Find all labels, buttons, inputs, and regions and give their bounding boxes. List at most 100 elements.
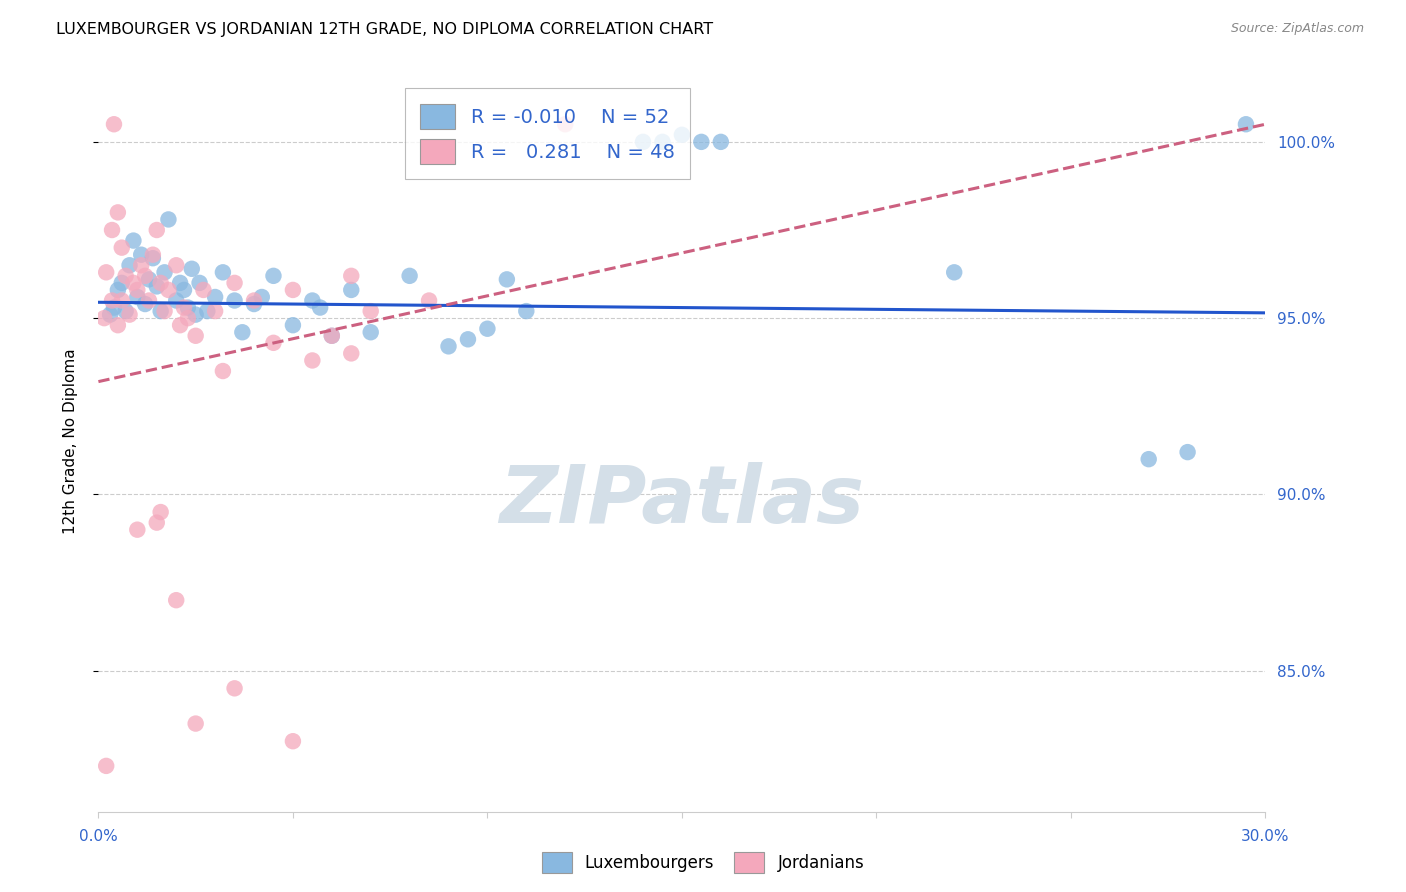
- Point: [224, 293, 246, 308]
- Point: [193, 283, 215, 297]
- Point: [204, 304, 226, 318]
- Point: [134, 297, 156, 311]
- Point: [184, 328, 207, 343]
- Legend: Luxembourgers, Jordanians: Luxembourgers, Jordanians: [534, 846, 872, 880]
- Point: [118, 258, 141, 272]
- Point: [418, 293, 440, 308]
- Point: [169, 276, 191, 290]
- Point: [180, 261, 202, 276]
- Point: [111, 241, 134, 255]
- Point: [301, 353, 323, 368]
- Point: [122, 234, 145, 248]
- Point: [177, 311, 200, 326]
- Point: [515, 304, 537, 318]
- Point: [250, 290, 273, 304]
- Point: [165, 258, 187, 272]
- Point: [437, 339, 460, 353]
- Point: [177, 301, 200, 315]
- Point: [262, 268, 284, 283]
- Point: [103, 117, 125, 131]
- Point: [710, 135, 733, 149]
- Point: [107, 205, 129, 219]
- Point: [165, 593, 187, 607]
- Point: [212, 364, 235, 378]
- Point: [111, 276, 134, 290]
- Point: [153, 304, 176, 318]
- Point: [122, 276, 145, 290]
- Point: [103, 301, 125, 315]
- Point: [142, 251, 165, 265]
- Point: [165, 293, 187, 308]
- Point: [281, 283, 304, 297]
- Legend: R = -0.010    N = 52, R =   0.281    N = 48: R = -0.010 N = 52, R = 0.281 N = 48: [405, 88, 690, 179]
- Point: [231, 325, 253, 339]
- Point: [1137, 452, 1160, 467]
- Point: [142, 248, 165, 262]
- Point: [301, 293, 323, 308]
- Point: [651, 135, 673, 149]
- Point: [340, 283, 363, 297]
- Point: [107, 318, 129, 333]
- Point: [631, 135, 654, 149]
- Point: [457, 332, 479, 346]
- Point: [690, 135, 713, 149]
- Point: [107, 283, 129, 297]
- Point: [96, 265, 118, 279]
- Text: 30.0%: 30.0%: [1241, 830, 1289, 845]
- Point: [98, 308, 121, 322]
- Text: ZIPatlas: ZIPatlas: [499, 462, 865, 540]
- Point: [96, 759, 118, 773]
- Point: [243, 293, 266, 308]
- Point: [398, 268, 420, 283]
- Point: [173, 301, 195, 315]
- Point: [184, 308, 207, 322]
- Point: [114, 304, 136, 318]
- Point: [212, 265, 235, 279]
- Point: [153, 265, 176, 279]
- Point: [195, 304, 218, 318]
- Point: [340, 346, 363, 360]
- Point: [360, 325, 382, 339]
- Point: [138, 272, 160, 286]
- Point: [127, 523, 149, 537]
- Point: [169, 318, 191, 333]
- Point: [101, 223, 124, 237]
- Point: [149, 505, 172, 519]
- Point: [321, 328, 343, 343]
- Point: [127, 283, 149, 297]
- Point: [129, 248, 152, 262]
- Point: [118, 308, 141, 322]
- Point: [477, 322, 499, 336]
- Point: [188, 276, 211, 290]
- Point: [173, 283, 195, 297]
- Point: [554, 117, 576, 131]
- Point: [157, 212, 180, 227]
- Point: [93, 311, 115, 326]
- Point: [129, 258, 152, 272]
- Point: [146, 279, 169, 293]
- Point: [127, 290, 149, 304]
- Point: [360, 304, 382, 318]
- Point: [309, 301, 332, 315]
- Point: [1177, 445, 1199, 459]
- Point: [184, 716, 207, 731]
- Point: [321, 328, 343, 343]
- Point: [1234, 117, 1257, 131]
- Point: [146, 223, 169, 237]
- Y-axis label: 12th Grade, No Diploma: 12th Grade, No Diploma: [63, 349, 77, 534]
- Point: [138, 293, 160, 308]
- Point: [243, 297, 266, 311]
- Point: [262, 335, 284, 350]
- Point: [224, 681, 246, 696]
- Point: [281, 318, 304, 333]
- Point: [340, 268, 363, 283]
- Point: [943, 265, 966, 279]
- Point: [134, 268, 156, 283]
- Text: 0.0%: 0.0%: [79, 830, 118, 845]
- Point: [149, 304, 172, 318]
- Point: [149, 276, 172, 290]
- Text: LUXEMBOURGER VS JORDANIAN 12TH GRADE, NO DIPLOMA CORRELATION CHART: LUXEMBOURGER VS JORDANIAN 12TH GRADE, NO…: [56, 22, 713, 37]
- Point: [111, 293, 134, 308]
- Point: [114, 268, 136, 283]
- Point: [224, 276, 246, 290]
